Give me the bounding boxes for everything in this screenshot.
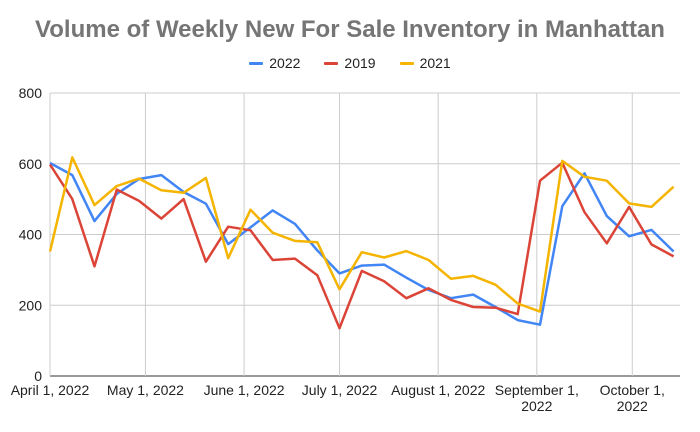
y-tick-label: 400 bbox=[19, 227, 43, 243]
x-tick-label: October 1, 2022 bbox=[600, 382, 665, 414]
chart-title: Volume of Weekly New For Sale Inventory … bbox=[35, 16, 665, 43]
legend-label: 2022 bbox=[269, 55, 301, 71]
legend-label: 2019 bbox=[344, 55, 376, 71]
series-line-2022 bbox=[49, 161, 675, 326]
legend-item-2019: 2019 bbox=[324, 55, 376, 71]
x-tick-label: September 1, 2022 bbox=[495, 382, 579, 414]
legend-item-2022: 2022 bbox=[249, 55, 300, 71]
y-tick-label: 600 bbox=[19, 156, 43, 172]
x-tick-label: August 1, 2022 bbox=[391, 382, 485, 398]
x-tick-label: June 1, 2022 bbox=[204, 382, 285, 398]
legend-swatch bbox=[324, 61, 339, 65]
x-tick-label: April 1, 2022 bbox=[11, 382, 90, 398]
series-line-2021 bbox=[48, 156, 675, 313]
x-tick-label: July 1, 2022 bbox=[302, 382, 378, 398]
legend: 2022 2019 2021 bbox=[0, 55, 700, 71]
series-line-2019 bbox=[48, 161, 675, 330]
y-tick-label: 200 bbox=[19, 297, 43, 313]
legend-label: 2021 bbox=[419, 55, 451, 71]
legend-item-2021: 2021 bbox=[399, 55, 451, 71]
y-tick-label: 0 bbox=[34, 368, 42, 384]
y-tick-label: 800 bbox=[19, 85, 43, 101]
x-tick-label: May 1, 2022 bbox=[107, 382, 184, 398]
legend-swatch bbox=[399, 61, 414, 65]
legend-swatch bbox=[249, 61, 264, 65]
